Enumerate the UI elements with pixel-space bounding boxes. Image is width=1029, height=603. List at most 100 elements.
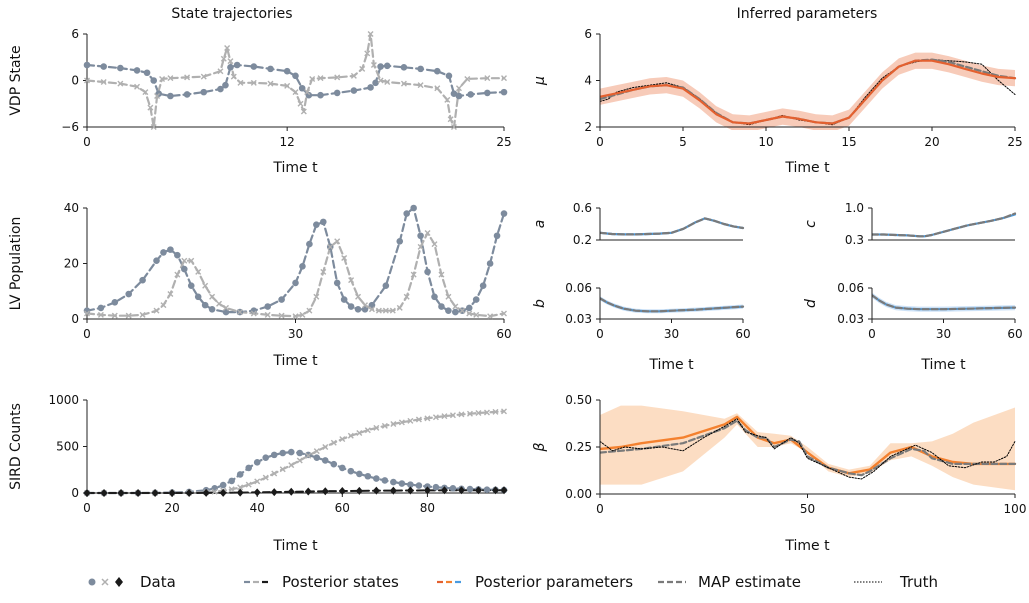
data-point — [271, 470, 278, 477]
x-tick-label: 60 — [1007, 327, 1022, 341]
uncertainty-band — [600, 52, 1015, 130]
data-point — [333, 279, 341, 287]
data-point — [134, 489, 142, 497]
data-point — [83, 489, 91, 497]
panel-b: 0.03 0.06 0 30 60 Time t b — [532, 281, 751, 373]
data-point — [299, 262, 306, 270]
data-point — [100, 489, 108, 497]
data-point — [174, 271, 181, 278]
x-tick-label: 100 — [1004, 502, 1027, 516]
x-tick-label: 0 — [596, 502, 604, 516]
y-tick-label: 6 — [71, 27, 79, 41]
data-point — [181, 257, 188, 264]
data-point — [125, 312, 132, 319]
data-point — [211, 485, 218, 492]
data-point — [367, 84, 374, 91]
data-point — [398, 480, 406, 487]
y-tick-label: 0.2 — [573, 233, 592, 247]
legend-label: Data — [140, 573, 176, 591]
data-point — [167, 75, 174, 82]
x-tick-label: 25 — [496, 135, 511, 149]
data-point — [474, 486, 482, 495]
data-point — [458, 411, 465, 418]
y-tick-label: 1000 — [48, 393, 79, 407]
data-point — [168, 489, 176, 497]
y-tick-label: 6 — [584, 27, 592, 41]
data-point — [424, 229, 431, 236]
data-point — [355, 486, 363, 495]
data-point — [228, 486, 235, 493]
y-axis-label: β — [532, 442, 548, 452]
data-point — [473, 311, 480, 318]
data-point — [292, 89, 299, 96]
data-point — [431, 241, 438, 248]
data-point — [147, 104, 154, 111]
data-point — [327, 243, 334, 250]
y-axis-label: LV Population — [8, 217, 24, 311]
y-tick-label: 0 — [71, 312, 79, 326]
data-point — [209, 293, 216, 300]
data-point — [287, 487, 295, 496]
data-point — [433, 67, 441, 75]
x-tick-label: 15 — [841, 135, 856, 149]
data-point — [167, 246, 174, 253]
data-point — [296, 449, 304, 457]
panel-a: 0.2 0.6 a — [532, 201, 745, 247]
data-point — [432, 414, 439, 421]
data-point — [167, 291, 174, 298]
y-axis-label: d — [803, 299, 819, 308]
data-point — [181, 265, 188, 273]
data-point — [465, 304, 473, 312]
data-point — [267, 65, 274, 73]
data-point — [287, 448, 295, 456]
data-point — [97, 311, 104, 318]
panel-sird_counts: 0 500 1000 0 20 40 60 80 Time t SIRD Counts — [8, 393, 508, 554]
data-point — [440, 486, 448, 495]
legend-swatch-circle — [88, 578, 96, 586]
legend-item-post_states: Posterior states — [244, 573, 399, 591]
data-point — [283, 67, 291, 75]
data-point — [340, 296, 348, 303]
data-point — [356, 430, 363, 437]
plot-area — [600, 405, 1017, 491]
data-point — [150, 124, 157, 130]
data-point — [424, 415, 431, 422]
legend-label: Truth — [899, 573, 938, 591]
data-point — [445, 293, 452, 300]
data-point — [381, 477, 389, 484]
data-point — [208, 305, 216, 313]
y-tick-label: 0.06 — [837, 281, 864, 295]
data-point — [449, 412, 456, 419]
data-point — [153, 257, 160, 265]
data-point — [305, 91, 313, 99]
legend-item-data: Data — [88, 573, 176, 591]
data-point — [500, 210, 508, 217]
x-tick-label: 80 — [420, 501, 435, 515]
data-point — [253, 459, 261, 466]
data-point — [219, 481, 227, 489]
y-tick-label: 40 — [64, 201, 79, 215]
data-point — [321, 457, 329, 464]
y-tick-label: 0.06 — [565, 281, 592, 295]
data-point — [100, 79, 107, 86]
y-tick-label: 1.0 — [845, 201, 864, 215]
data-point — [367, 31, 374, 37]
panel-lv_population: 0 20 40 0 30 60 Time t LV Population — [8, 201, 512, 369]
data-point — [350, 87, 358, 94]
data-point — [216, 300, 223, 307]
data-point — [320, 268, 327, 275]
uncertainty-band — [600, 405, 1015, 491]
data-point — [279, 449, 287, 457]
data-point — [493, 232, 501, 240]
series-line-light — [87, 410, 506, 495]
data-point — [222, 81, 229, 89]
y-tick-label: 0.25 — [565, 440, 592, 454]
data-point — [364, 427, 371, 434]
y-axis-label: VDP State — [8, 45, 24, 115]
data-point — [472, 296, 480, 303]
series-line-blue — [872, 213, 1017, 238]
series-line-light — [87, 32, 506, 129]
y-tick-label: 0.6 — [573, 201, 592, 215]
plot-area — [87, 206, 506, 318]
data-point — [304, 89, 311, 96]
